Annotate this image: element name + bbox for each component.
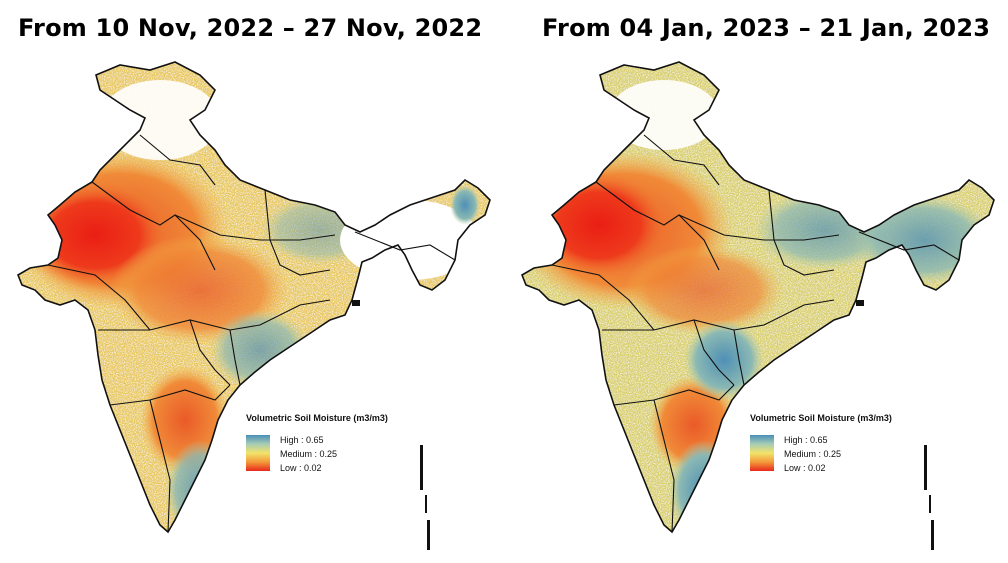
legend-medium-label: Medium : 0.25 <box>280 449 338 459</box>
soil-moisture-map <box>17 61 491 550</box>
legend-color-ramp <box>750 435 774 471</box>
legend-title: Volumetric Soil Moisture (m3/m3) <box>750 413 892 423</box>
legend-color-ramp <box>246 435 270 471</box>
panel-title: From 10 Nov, 2022 – 27 Nov, 2022 <box>18 14 483 42</box>
legend: Volumetric Soil Moisture (m3/m3) High : … <box>246 413 388 473</box>
legend-low-label: Low : 0.02 <box>784 463 826 473</box>
soil-moisture-map <box>521 61 995 550</box>
legend: Volumetric Soil Moisture (m3/m3) High : … <box>750 413 892 473</box>
panel-nov-2022: From 10 Nov, 2022 – 27 Nov, 2022 <box>17 14 491 550</box>
legend-high-label: High : 0.65 <box>280 435 324 445</box>
panel-title: From 04 Jan, 2023 – 21 Jan, 2023 <box>542 14 991 42</box>
legend-medium-label: Medium : 0.25 <box>784 449 842 459</box>
legend-title: Volumetric Soil Moisture (m3/m3) <box>246 413 388 423</box>
legend-high-label: High : 0.65 <box>784 435 828 445</box>
panel-jan-2023: From 04 Jan, 2023 – 21 Jan, 2023 <box>504 0 1008 563</box>
legend-low-label: Low : 0.02 <box>280 463 322 473</box>
